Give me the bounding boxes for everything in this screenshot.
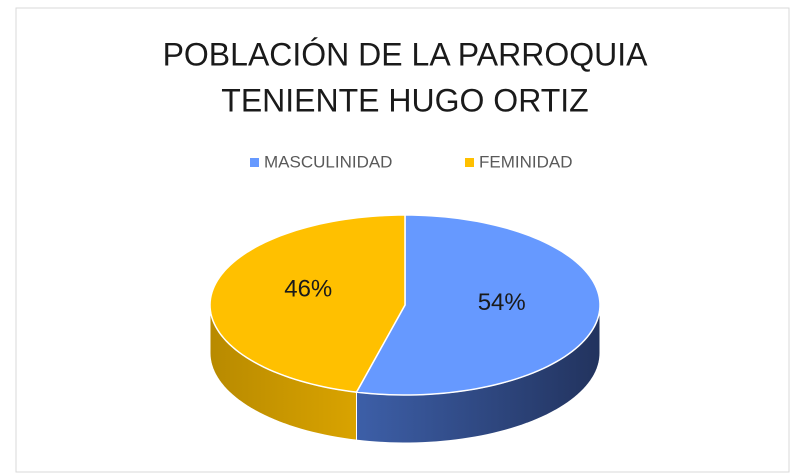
chart-title: POBLACIÓN DE LA PARROQUIA [163,36,649,72]
legend-label: MASCULINIDAD [264,152,392,171]
chart-title: TENIENTE HUGO ORTIZ [221,82,588,118]
legend-label: FEMINIDAD [479,152,573,171]
data-label: 46% [284,276,332,303]
data-label: 54% [478,289,526,316]
legend-swatch [250,158,259,167]
slice [209,214,406,393]
legend-swatch [465,158,474,167]
slice [355,214,601,396]
